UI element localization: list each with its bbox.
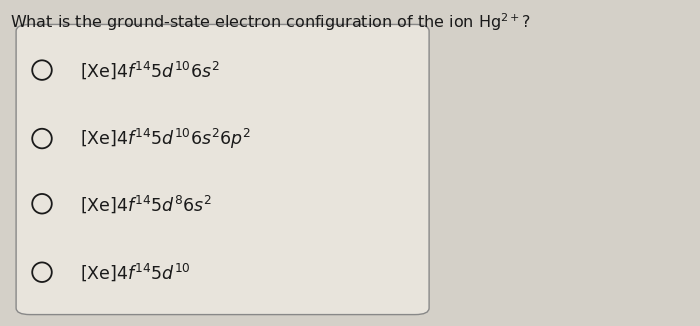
Text: [Xe]4$f^{14}$5$d^{8}$6$s^{2}$: [Xe]4$f^{14}$5$d^{8}$6$s^{2}$ xyxy=(80,193,212,215)
Text: [Xe]4$f^{14}$5$d^{10}$: [Xe]4$f^{14}$5$d^{10}$ xyxy=(80,261,191,283)
FancyBboxPatch shape xyxy=(16,24,429,315)
Text: What is the ground-state electron configuration of the ion Hg$^{2+}$?: What is the ground-state electron config… xyxy=(10,11,531,33)
Text: [Xe]4$f^{14}$5$d^{10}$6$s^{2}$: [Xe]4$f^{14}$5$d^{10}$6$s^{2}$ xyxy=(80,59,220,81)
Text: [Xe]4$f^{14}$5$d^{10}$6$s^{2}$6$p^{2}$: [Xe]4$f^{14}$5$d^{10}$6$s^{2}$6$p^{2}$ xyxy=(80,126,251,151)
